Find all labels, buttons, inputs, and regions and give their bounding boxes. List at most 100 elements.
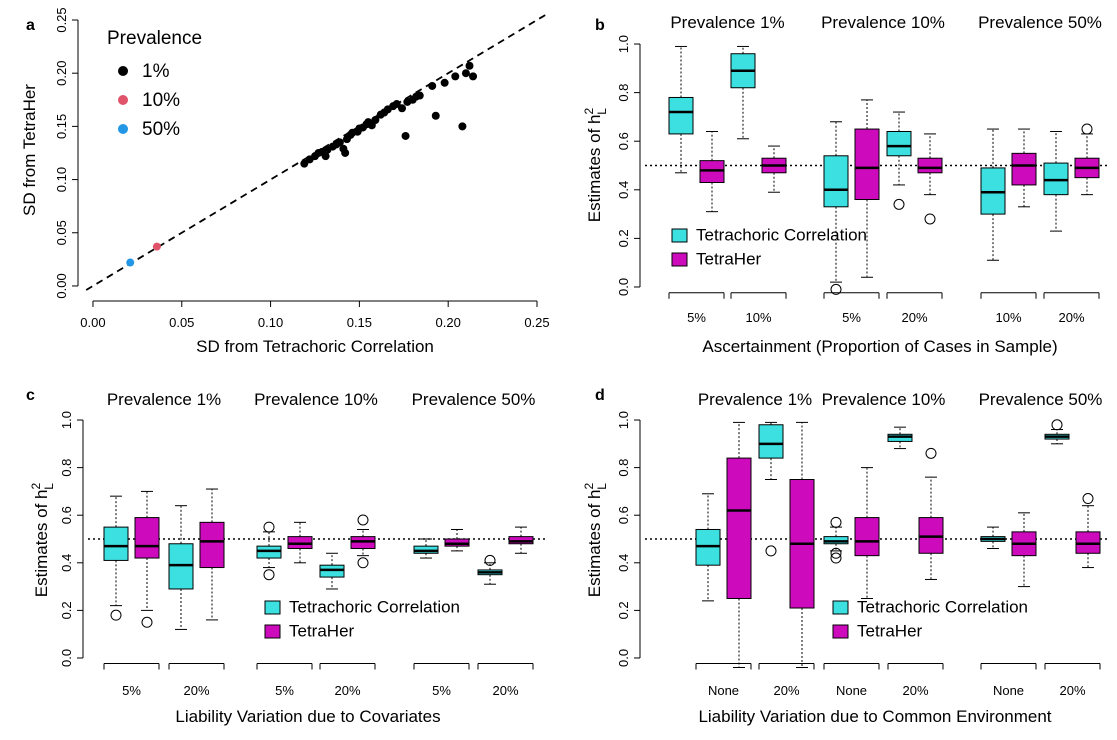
legend-label: TetraHer <box>289 621 355 640</box>
y-tick-label: 0.2 <box>59 601 74 619</box>
legend-label: TetraHer <box>696 249 762 268</box>
legend-label: Tetrachoric Correlation <box>857 597 1028 616</box>
point <box>461 69 470 78</box>
outlier <box>263 569 275 581</box>
x-tick-label: 20% <box>1058 310 1084 325</box>
outlier <box>925 447 937 459</box>
x-tick-label: 0.20 <box>436 315 461 330</box>
y-tick-label: 1.0 <box>616 411 631 429</box>
y-tick-label: 0.20 <box>54 61 69 86</box>
box <box>668 96 694 135</box>
point <box>300 159 309 168</box>
x-tick-label: 20% <box>492 683 518 698</box>
legend-swatch <box>264 624 281 639</box>
ylabel-sub: L <box>595 483 609 490</box>
group-title: Prevalence 10% <box>821 13 945 32</box>
y-tick-label: 0.6 <box>616 132 631 150</box>
x-tick-label: 0.15 <box>347 315 372 330</box>
ylabel: SD from TetraHer <box>20 84 39 216</box>
point <box>341 148 350 157</box>
y-tick-label: 0.6 <box>616 506 631 524</box>
x-tick-label: 20% <box>902 683 928 698</box>
ylabel-sub: L <box>595 108 609 115</box>
ylabel-text: Estimates of h <box>32 489 51 597</box>
x-tick-label: 0.00 <box>80 315 105 330</box>
box <box>1011 152 1037 186</box>
outlier <box>357 514 369 526</box>
outlier <box>830 516 842 528</box>
outlier <box>484 554 496 566</box>
box <box>199 521 225 569</box>
y-tick-label: 1.0 <box>616 35 631 53</box>
xlabel: Ascertainment (Proportion of Cases in Sa… <box>702 337 1057 356</box>
point <box>451 72 460 81</box>
outlier <box>924 213 936 225</box>
point <box>392 100 401 109</box>
point <box>465 61 474 70</box>
y-tick-label: 0.25 <box>54 7 69 32</box>
legend-marker <box>118 66 128 76</box>
legend-marker <box>118 124 128 134</box>
x-tick-label: 0.10 <box>258 315 283 330</box>
y-tick-label: 0.8 <box>59 459 74 477</box>
point <box>152 242 161 251</box>
box <box>726 457 752 599</box>
outlier <box>263 521 275 533</box>
group-title: Prevalence 50% <box>412 390 536 409</box>
x-tick-label: 5% <box>432 683 451 698</box>
ylabel: Estimates of h2L <box>582 482 609 597</box>
panel-label: b <box>595 17 605 34</box>
legend-label: 10% <box>142 90 180 111</box>
ylabel-text: Estimates of h <box>585 489 604 597</box>
panel-label: d <box>595 387 605 404</box>
point <box>401 131 410 140</box>
legend-swatch <box>264 600 281 615</box>
outlier <box>830 547 842 559</box>
y-tick-label: 1.0 <box>59 411 74 429</box>
outlier <box>765 545 777 557</box>
point <box>458 122 467 131</box>
ylabel-sub: L <box>42 483 56 490</box>
y-tick-label: 0.8 <box>616 84 631 102</box>
y-tick-label: 0.4 <box>616 554 631 572</box>
y-tick-label: 0.8 <box>616 459 631 477</box>
legend-swatch <box>671 228 688 243</box>
x-tick-label: 5% <box>687 310 706 325</box>
box <box>823 155 849 208</box>
point <box>469 72 478 81</box>
point <box>415 91 424 100</box>
group-title: Prevalence 10% <box>822 390 946 409</box>
legend-label: 50% <box>142 119 180 140</box>
x-tick-label: None <box>836 683 867 698</box>
legend-marker <box>118 95 128 105</box>
point <box>321 152 330 161</box>
x-tick-label: 20% <box>1059 683 1085 698</box>
legend-title: Prevalence <box>107 28 202 49</box>
outlier <box>110 609 122 621</box>
ylabel-text: Estimates of h <box>585 114 604 222</box>
outlier <box>1082 493 1094 505</box>
legend-swatch <box>832 624 849 639</box>
x-tick-label: 10% <box>995 310 1021 325</box>
y-tick-label: 0.2 <box>616 229 631 247</box>
outlier <box>830 552 842 564</box>
group-title: Prevalence 1% <box>670 13 784 32</box>
outlier <box>893 198 905 210</box>
legend-swatch <box>832 600 849 615</box>
x-tick-label: 20% <box>773 683 799 698</box>
x-tick-label: 20% <box>334 683 360 698</box>
outlier <box>1081 123 1093 135</box>
y-tick-label: 0.10 <box>54 167 69 192</box>
x-tick-label: 5% <box>275 683 294 698</box>
y-tick-label: 0.4 <box>59 554 74 572</box>
x-tick-label: 10% <box>745 310 771 325</box>
point <box>335 138 344 147</box>
ylabel-sup: 2 <box>582 482 596 489</box>
box <box>917 157 943 174</box>
ylabel: Estimates of h2L <box>29 482 56 597</box>
x-tick-label: 0.05 <box>169 315 194 330</box>
xlabel: Liability Variation due to Covariates <box>175 707 440 726</box>
ylabel-sup: 2 <box>582 107 596 114</box>
x-tick-label: 5% <box>122 683 141 698</box>
